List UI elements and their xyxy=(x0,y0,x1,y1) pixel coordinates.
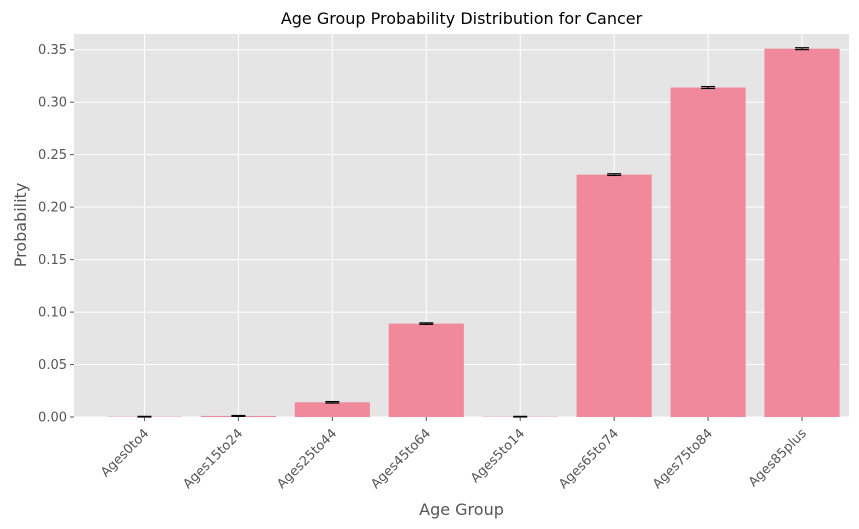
y-tick-label: 0.25 xyxy=(38,148,67,163)
bar xyxy=(670,87,746,417)
y-tick-label: 0.20 xyxy=(38,201,67,216)
y-tick-label: 0.05 xyxy=(38,358,67,373)
chart-title: Age Group Probability Distribution for C… xyxy=(281,9,643,28)
y-axis-label: Probability xyxy=(11,183,30,268)
x-tick-label: Ages15to24 xyxy=(180,426,246,492)
y-axis-ticks: 0.00 0.05 0.10 0.15 0.20 0.25 0.30 0.35 xyxy=(38,43,74,426)
x-tick-label: Ages85plus xyxy=(746,426,810,490)
x-tick-label: Ages75to84 xyxy=(650,426,716,492)
x-axis-label: Age Group xyxy=(419,500,504,519)
x-tick-label: Ages65to74 xyxy=(556,426,622,492)
x-axis-ticks: Ages0to4 Ages15to24 Ages25to44 Ages45to64 Ag… xyxy=(98,417,810,492)
y-tick-label: 0.30 xyxy=(38,96,67,111)
bars xyxy=(106,48,840,418)
x-tick-label: Ages0to4 xyxy=(98,426,152,480)
x-tick-label: Ages5to14 xyxy=(468,426,528,486)
x-tick-label: Ages45to64 xyxy=(368,426,434,492)
y-tick-label: 0.15 xyxy=(38,253,67,268)
y-tick-label: 0.35 xyxy=(38,43,67,58)
x-tick-label: Ages25to44 xyxy=(274,426,340,492)
y-tick-label: 0.10 xyxy=(38,306,67,321)
error-bars xyxy=(137,47,810,418)
bar xyxy=(576,174,652,417)
bar xyxy=(294,402,370,417)
bar xyxy=(764,48,840,418)
bar xyxy=(388,323,464,417)
y-tick-label: 0.00 xyxy=(38,411,67,426)
